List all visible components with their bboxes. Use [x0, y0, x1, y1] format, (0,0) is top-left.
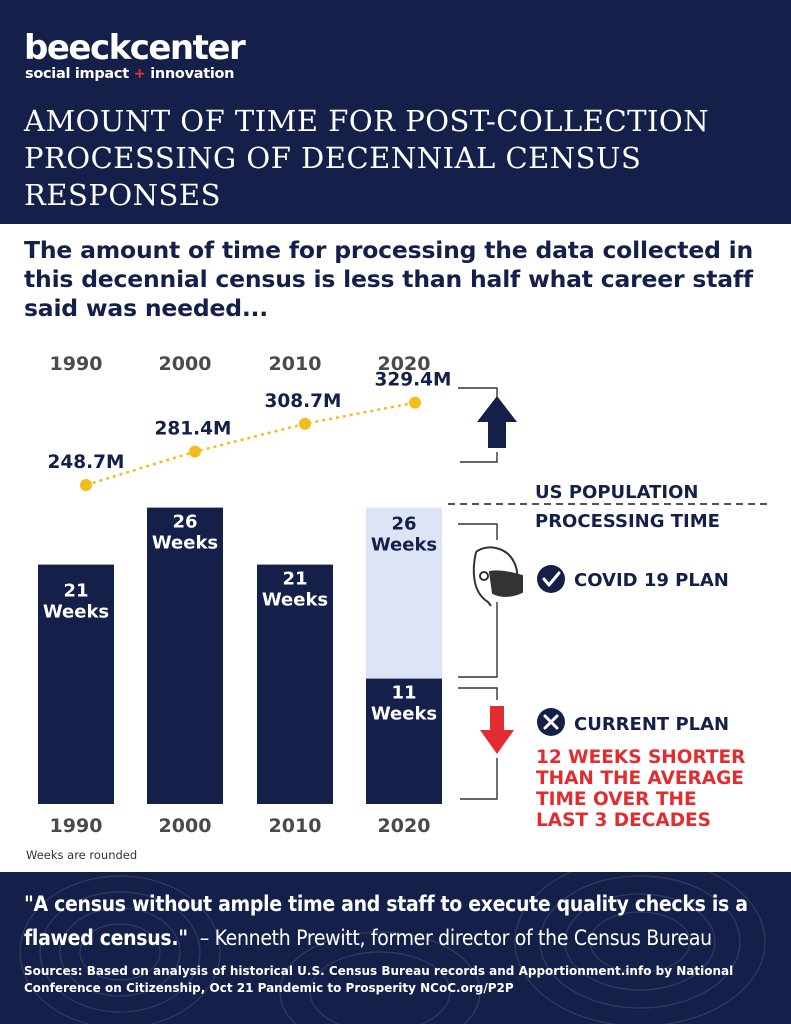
- up-arrow-icon: [477, 396, 517, 448]
- x-tick-label: 2010: [269, 815, 322, 837]
- mask-face-icon: [472, 546, 523, 607]
- footnote: Weeks are rounded: [26, 848, 138, 862]
- brand-logo: beeckcenter: [24, 28, 246, 68]
- page-title: AMOUNT OF TIME FOR POST-COLLECTION PROCE…: [24, 104, 710, 212]
- footer-banner: [0, 872, 791, 1024]
- bar-label: 26 Weeks: [152, 512, 218, 554]
- census-chart: 1990 2000 2010 2020 1990 2000 2010 2020 26 Weeks 2…: [38, 353, 768, 837]
- shorter-note-line: TIME OVER THE: [536, 789, 697, 810]
- population-bracket: [460, 452, 498, 463]
- population-point: [299, 417, 311, 430]
- subtitle: The amount of time for processing the da…: [24, 236, 754, 322]
- down-arrow-icon: [480, 706, 514, 754]
- bar-label: 21 Weeks: [43, 581, 109, 623]
- tagline-plus: +: [133, 66, 146, 82]
- population-point: [80, 479, 92, 491]
- legend-processing: PROCESSING TIME: [535, 511, 720, 532]
- bar: [366, 678, 442, 804]
- top-year-label: 2020: [378, 353, 431, 375]
- population-label: 248.7M: [48, 452, 125, 473]
- covid-bracket: [458, 523, 498, 540]
- bar-label: 21 Weeks: [262, 569, 328, 611]
- population-line: [85, 401, 416, 487]
- shorter-note-line: LAST 3 DECADES: [536, 810, 711, 831]
- population-label: 308.7M: [265, 391, 342, 412]
- covid-bar-label: 26 Weeks: [371, 514, 437, 556]
- brand-tagline: social impact + innovation: [25, 66, 235, 82]
- top-year-label: 2000: [159, 353, 212, 375]
- sources-note: Sources: Based on analysis of historical…: [24, 964, 734, 995]
- current-bracket: [460, 758, 498, 800]
- top-year-label: 2010: [269, 353, 322, 375]
- header-banner: [0, 0, 791, 224]
- quote-text: "A census without ample time and staff t…: [24, 892, 748, 950]
- bar: [257, 564, 333, 804]
- tagline-part-b: innovation: [150, 66, 235, 82]
- x-mark: [543, 714, 559, 730]
- bar: [147, 507, 223, 804]
- quote: "A census without ample time and staff t…: [24, 887, 779, 955]
- bar-label: 11 Weeks: [371, 683, 437, 725]
- check-mark: [542, 571, 561, 587]
- covid-plan-label: COVID 19 PLAN: [574, 570, 729, 591]
- legend-population: US POPULATION: [535, 482, 699, 503]
- population-label: 281.4M: [155, 419, 232, 440]
- population-point: [409, 396, 421, 409]
- x-tick-label: 2020: [378, 815, 431, 837]
- current-plan-label: CURRENT PLAN: [574, 714, 729, 735]
- population-label: 329.4M: [375, 370, 452, 391]
- covid-bracket: [458, 602, 498, 678]
- check-circle-icon: [537, 565, 565, 593]
- bar: [38, 564, 114, 804]
- x-tick-label: 1990: [50, 815, 103, 837]
- shorter-note-line: THAN THE AVERAGE: [536, 768, 744, 789]
- quote-attribution: – Kenneth Prewitt, former director of th…: [199, 926, 712, 950]
- fingerprint-texture: [19, 872, 766, 1024]
- top-year-label: 1990: [50, 353, 103, 375]
- population-point: [189, 445, 201, 458]
- tagline-part-a: social impact: [25, 66, 129, 82]
- current-bracket: [458, 687, 498, 700]
- shorter-note-line: 12 WEEKS SHORTER: [536, 747, 745, 768]
- x-tick-label: 2000: [159, 815, 212, 837]
